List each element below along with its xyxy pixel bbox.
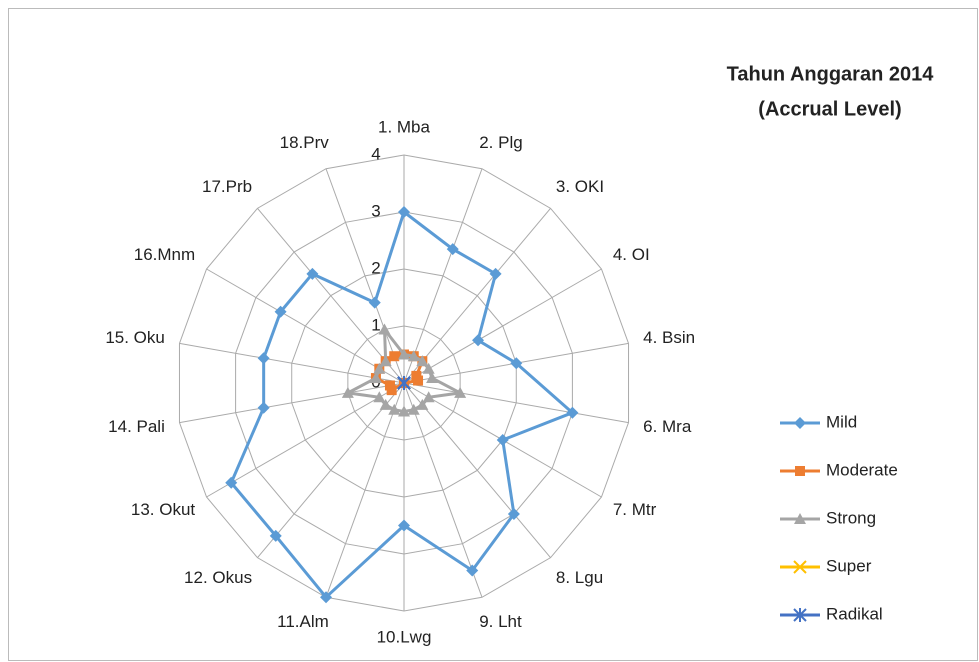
legend-marker [793, 560, 807, 574]
marker [454, 386, 467, 398]
marker [225, 476, 238, 489]
marker [407, 350, 420, 362]
marker [416, 355, 429, 367]
category-label: 1. Mba [378, 117, 431, 136]
grid-ring [235, 211, 573, 555]
marker [320, 591, 333, 604]
marker [426, 372, 439, 384]
marker [379, 398, 392, 410]
marker [446, 243, 459, 256]
category-label: 11.Alm [277, 612, 329, 631]
legend-label: Mild [826, 412, 857, 431]
legend-label: Radikal [826, 604, 883, 623]
marker [510, 357, 523, 370]
category-label: 12. Okus [184, 568, 252, 587]
category-label: 3. OKI [556, 177, 604, 196]
marker [398, 519, 410, 532]
marker [496, 434, 509, 446]
legend-marker [795, 466, 805, 476]
marker [472, 334, 485, 347]
marker [507, 507, 520, 520]
marker [257, 401, 270, 414]
marker [384, 380, 395, 391]
chart-subtitle: (Accrual Level) [758, 98, 901, 120]
marker [422, 362, 435, 374]
r-tick-label: 2 [371, 258, 380, 277]
category-label: 17.Prb [202, 177, 252, 196]
legend-label: Moderate [826, 460, 898, 479]
marker [489, 267, 502, 280]
category-label: 2. Plg [479, 133, 522, 152]
marker [306, 267, 319, 280]
legend-label: Strong [826, 508, 876, 527]
marker [566, 406, 579, 419]
marker [379, 355, 392, 367]
marker [389, 351, 400, 362]
marker [369, 372, 382, 384]
category-label: 4. OI [613, 245, 650, 264]
legend-label: Super [826, 556, 872, 575]
r-tick-label: 1 [371, 315, 380, 334]
chart-title: Tahun Anggaran 2014 [727, 63, 935, 85]
marker [398, 405, 410, 417]
legend-marker [794, 513, 806, 524]
marker [413, 375, 424, 386]
category-label: 8. Lgu [556, 568, 603, 587]
r-tick-label: 3 [371, 201, 380, 220]
category-label: 7. Mtr [613, 500, 657, 519]
marker [257, 352, 270, 365]
category-label: 4. Bsin [643, 328, 695, 347]
marker [274, 305, 287, 318]
legend-marker [794, 417, 806, 429]
marker [378, 323, 391, 335]
marker [373, 362, 386, 374]
category-label: 13. Okut [131, 500, 196, 519]
marker [397, 376, 411, 390]
category-label: 10.Lwg [377, 627, 432, 646]
category-label: 14. Pali [108, 417, 165, 436]
chart-frame [8, 8, 978, 661]
marker [398, 348, 410, 360]
marker [269, 529, 282, 542]
r-tick-label: 4 [371, 144, 380, 163]
marker [341, 386, 354, 398]
category-label: 18.Prv [280, 133, 330, 152]
marker [422, 391, 435, 403]
grid-ring [347, 325, 461, 441]
category-label: 9. Lht [479, 612, 522, 631]
marker [416, 398, 429, 410]
marker [466, 564, 479, 577]
marker [368, 296, 381, 309]
marker [398, 206, 410, 218]
grid-ring [178, 154, 630, 612]
grid-ring [291, 268, 517, 498]
marker [373, 391, 386, 403]
category-label: 16.Mnm [134, 245, 195, 264]
category-label: 6. Mra [643, 417, 692, 436]
category-label: 15. Oku [105, 328, 165, 347]
marker [388, 403, 401, 415]
legend-marker [793, 608, 807, 622]
marker [407, 403, 420, 415]
